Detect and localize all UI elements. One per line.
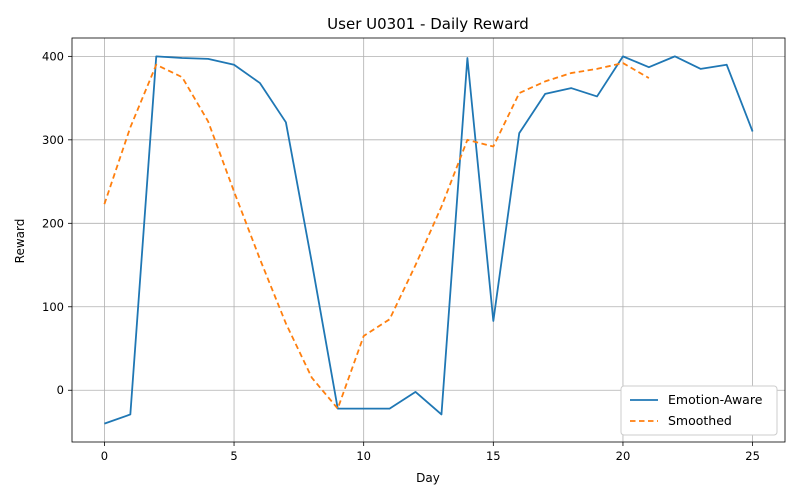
legend: Emotion-Aware Smoothed [620,385,778,436]
ticks: 0 5 10 15 20 25 0 100 200 300 400 [42,49,760,463]
series-layer [103,55,754,425]
y-axis-label: Reward [13,219,27,264]
plot-frame [71,37,786,443]
legend-box [620,385,778,436]
series-line-emotion-aware [104,55,754,425]
x-tick-label: 25 [745,449,760,463]
legend-label-smoothed: Smoothed [668,413,732,428]
chart-title: User U0301 - Daily Reward [327,15,529,33]
x-tick-label: 5 [230,449,237,463]
y-tick-label: 300 [42,133,64,147]
y-tick-label: 200 [42,216,64,230]
x-tick-label: 10 [356,449,371,463]
y-tick-label: 400 [42,49,64,63]
x-tick-label: 0 [101,449,108,463]
legend-label-emotion-aware: Emotion-Aware [668,392,763,407]
x-tick-label: 15 [486,449,501,463]
x-tick-label: 20 [616,449,631,463]
y-tick-label: 100 [42,300,64,314]
series-line-smoothed [103,62,650,410]
x-axis-label: Day [416,471,440,485]
y-tick-label: 0 [57,383,64,397]
axes [71,37,786,443]
